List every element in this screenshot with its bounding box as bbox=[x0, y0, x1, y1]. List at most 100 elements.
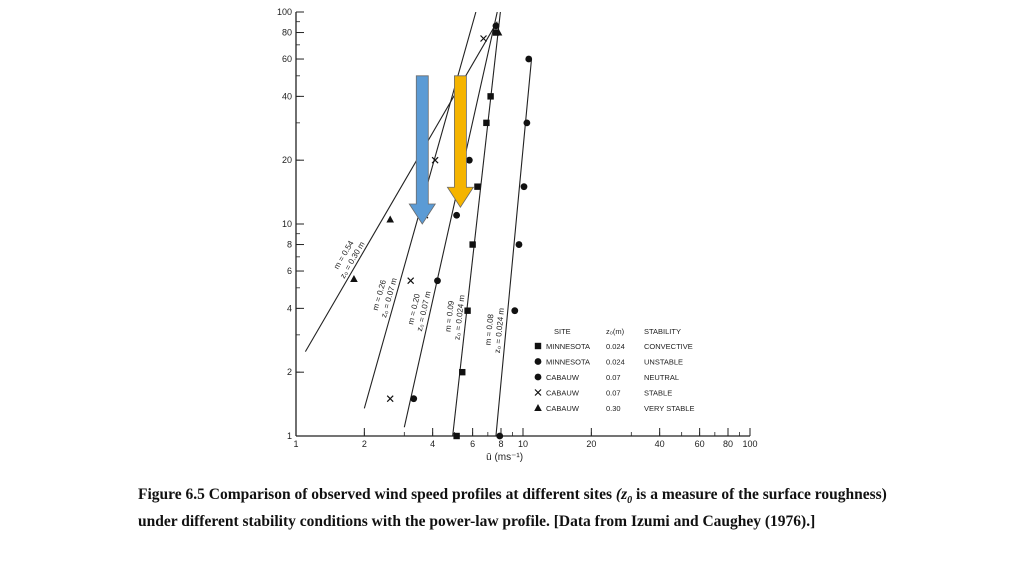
annotation-arrows bbox=[408, 75, 475, 225]
data-point-circle bbox=[453, 211, 461, 219]
legend-stability: VERY STABLE bbox=[644, 404, 694, 413]
x-tick-label: 1 bbox=[293, 439, 298, 449]
y-tick-label: 100 bbox=[277, 7, 292, 17]
axes: 1 2 4 6 8 10 20 40 60 80 100 1 2 4 6 8 10 20 40 60 80 100 ū (m… bbox=[277, 7, 758, 463]
fit-line-m-label: m = 0.08 bbox=[483, 313, 495, 346]
legend-site: CABAUW bbox=[546, 373, 580, 382]
caption-text-end: is a measure of the surface roughness) u… bbox=[138, 486, 887, 531]
data-point-circle bbox=[465, 156, 473, 164]
caption-text-start: Figure 6.5 Comparison of observed wind s… bbox=[138, 486, 616, 503]
data-point-triangle bbox=[494, 28, 503, 36]
data-point-square bbox=[459, 368, 466, 376]
x-marker-stroke bbox=[407, 277, 415, 285]
legend-marker bbox=[534, 342, 542, 350]
x-marker-stroke bbox=[431, 156, 439, 164]
x-marker-stroke bbox=[534, 389, 542, 396]
x-tick-label: 2 bbox=[362, 439, 367, 449]
legend-header: SITE bbox=[554, 327, 571, 336]
fit-line bbox=[304, 21, 498, 352]
x-tick-label: 6 bbox=[470, 439, 475, 449]
data-point-square bbox=[492, 29, 500, 36]
legend-marker bbox=[534, 389, 542, 396]
data-point-square bbox=[487, 93, 494, 100]
caption-z0-symbol: (z0 bbox=[615, 486, 633, 507]
data-point-circle bbox=[525, 55, 533, 63]
data-point-square bbox=[453, 432, 460, 440]
legend-site: MINNESOTA bbox=[546, 342, 590, 351]
legend-stability: UNSTABLE bbox=[644, 358, 683, 367]
fit-line-z0-label: z₀ = 0.024 m bbox=[493, 307, 506, 353]
data-point-square bbox=[469, 241, 476, 248]
legend-marker bbox=[534, 373, 542, 381]
data-point-square bbox=[474, 183, 481, 190]
x-tick-label: 100 bbox=[742, 439, 757, 449]
legend-marker bbox=[534, 358, 542, 365]
data-point-triangle bbox=[350, 275, 358, 283]
y-tick-label: 20 bbox=[282, 155, 292, 165]
data-point-x bbox=[431, 156, 439, 164]
gold-arrow bbox=[446, 75, 475, 208]
legend-stability: STABLE bbox=[644, 389, 672, 398]
x-marker-stroke bbox=[480, 35, 487, 42]
data-point-circle bbox=[410, 395, 418, 403]
legend-stability: CONVECTIVE bbox=[644, 342, 693, 351]
y-tick-label: 40 bbox=[282, 91, 292, 101]
x-tick-label: 20 bbox=[586, 439, 596, 449]
data-point-circle bbox=[520, 183, 528, 191]
data-point-circle bbox=[434, 277, 441, 285]
x-marker-stroke bbox=[386, 395, 394, 403]
x-tick-label: 40 bbox=[655, 439, 665, 449]
data-point-square bbox=[464, 307, 471, 314]
fit-line bbox=[495, 58, 533, 436]
legend-header: STABILITY bbox=[644, 327, 681, 336]
x-tick-label: 4 bbox=[430, 439, 435, 449]
fit-line bbox=[452, 12, 501, 436]
x-tick-label: 80 bbox=[723, 439, 733, 449]
legend-z0: 0.07 bbox=[606, 373, 621, 382]
legend-site: CABAUW bbox=[546, 389, 580, 398]
legend-z0: 0.30 bbox=[606, 404, 621, 413]
data-point-x bbox=[480, 35, 487, 42]
legend-marker bbox=[534, 404, 542, 411]
blue-arrow bbox=[408, 75, 437, 225]
figure-caption: Figure 6.5 Comparison of observed wind s… bbox=[138, 484, 918, 532]
legend-site: CABAUW bbox=[546, 404, 580, 413]
y-tick-label: 10 bbox=[282, 219, 292, 229]
data-point-circle bbox=[511, 307, 519, 315]
y-tick-label: 2 bbox=[287, 367, 292, 377]
legend-z0: 0.024 bbox=[606, 342, 625, 351]
data-point-circle bbox=[496, 432, 504, 440]
data-point-x bbox=[407, 277, 415, 285]
data-point-circle bbox=[515, 241, 523, 248]
fit-line-m-label: m = 0.09 bbox=[443, 300, 456, 333]
data-point-circle bbox=[492, 22, 500, 30]
data-point-x bbox=[386, 395, 394, 403]
legend-z0: 0.024 bbox=[606, 358, 625, 367]
x-tick-label: 10 bbox=[518, 439, 528, 449]
wind-profile-chart: 1 2 4 6 8 10 20 40 60 80 100 1 2 4 6 8 10 20 40 60 80 100 ū (m… bbox=[277, 7, 758, 463]
data-points bbox=[350, 22, 533, 440]
y-tick-label: 4 bbox=[287, 303, 292, 313]
data-point-triangle bbox=[386, 215, 394, 223]
legend-site: MINNESOTA bbox=[546, 358, 590, 367]
fit-line bbox=[403, 12, 498, 428]
legend-header: z₀(m) bbox=[606, 327, 625, 336]
data-point-square bbox=[483, 119, 490, 127]
legend-stability: NEUTRAL bbox=[644, 373, 679, 382]
legend: SITE z₀(m) STABILITY MINNESOTA 0.024 CONVECTI… bbox=[534, 327, 694, 413]
x-axis-title: ū (ms⁻¹) bbox=[486, 452, 523, 463]
y-tick-label: 80 bbox=[282, 28, 292, 38]
data-point-circle bbox=[523, 119, 531, 127]
y-tick-label: 60 bbox=[282, 54, 292, 64]
x-tick-label: 60 bbox=[695, 439, 705, 449]
y-tick-label: 6 bbox=[287, 266, 292, 276]
y-tick-label: 1 bbox=[287, 431, 292, 441]
legend-z0: 0.07 bbox=[606, 389, 621, 398]
